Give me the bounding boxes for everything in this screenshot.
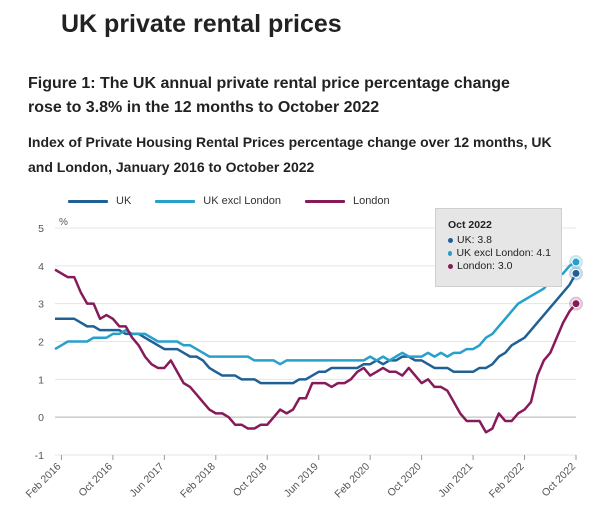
y-tick-label: 0 bbox=[38, 412, 44, 424]
y-tick-label: 2 bbox=[38, 337, 44, 349]
x-tick-label: Feb 2018 bbox=[178, 461, 218, 501]
y-tick-label: -1 bbox=[35, 450, 44, 462]
tooltip-row-uk-excl-london: UK excl London: 4.1 bbox=[448, 247, 551, 260]
chart-tooltip: Oct 2022 UK: 3.8 UK excl London: 4.1 Lon… bbox=[435, 208, 562, 287]
series-line-uk[interactable] bbox=[55, 272, 578, 385]
x-tick-label: Feb 2020 bbox=[332, 461, 372, 501]
y-tick-label: 3 bbox=[38, 299, 44, 311]
x-tick-label: Oct 2016 bbox=[76, 461, 115, 500]
legend-swatch-london bbox=[304, 199, 345, 203]
page-title: UK private rental prices bbox=[61, 10, 342, 38]
tooltip-dot-uk bbox=[448, 238, 453, 243]
legend-item-uk-excl-london[interactable]: UK excl London bbox=[155, 195, 281, 207]
legend-item-uk[interactable]: UK bbox=[68, 195, 131, 207]
legend-label-uk-excl-london: UK excl London bbox=[203, 195, 281, 207]
chart-legend: UK UK excl London London bbox=[68, 193, 414, 209]
hover-point-uk[interactable] bbox=[571, 268, 581, 278]
legend-swatch-uk-excl-london bbox=[155, 199, 196, 203]
chart-subtitle: Index of Private Housing Rental Prices p… bbox=[28, 134, 552, 175]
figure-title: Figure 1: The UK annual private rental p… bbox=[28, 75, 510, 116]
x-tick-label: Feb 2022 bbox=[487, 461, 527, 501]
x-tick-label: Jun 2019 bbox=[282, 461, 321, 500]
tooltip-row-uk: UK: 3.8 bbox=[448, 234, 551, 247]
tooltip-value-uk-excl-london: UK excl London: 4.1 bbox=[456, 247, 551, 259]
y-tick-label: 5 bbox=[38, 223, 44, 235]
tooltip-value-london: London: 3.0 bbox=[457, 260, 513, 272]
tooltip-title: Oct 2022 bbox=[448, 219, 492, 231]
y-tick-label: 4 bbox=[38, 261, 44, 273]
hover-point-london[interactable] bbox=[571, 299, 581, 309]
x-tick-label: Oct 2018 bbox=[231, 461, 270, 500]
series-line-uk-excl-london[interactable] bbox=[54, 260, 577, 366]
x-tick-label: Oct 2020 bbox=[385, 461, 424, 500]
y-axis-unit-label: % bbox=[59, 217, 68, 228]
tooltip-dot-uk-excl-london bbox=[448, 251, 453, 256]
x-tick-label: Jun 2017 bbox=[127, 461, 166, 500]
x-tick-label: Jun 2021 bbox=[436, 461, 475, 500]
tooltip-row-london: London: 3.0 bbox=[448, 260, 551, 273]
legend-swatch-uk bbox=[68, 199, 108, 203]
tooltip-value-uk: UK: 3.8 bbox=[457, 234, 493, 246]
series-line-london[interactable] bbox=[54, 268, 577, 434]
tooltip-dot-london bbox=[448, 264, 453, 269]
legend-label-uk: UK bbox=[116, 195, 132, 207]
y-tick-label: 1 bbox=[38, 374, 44, 386]
hover-point-uk-excl-london[interactable] bbox=[571, 257, 581, 267]
legend-item-london[interactable]: London bbox=[304, 195, 390, 207]
x-tick-label: Oct 2022 bbox=[539, 461, 578, 500]
legend-label-london: London bbox=[352, 195, 390, 207]
x-tick-label: Feb 2016 bbox=[24, 461, 64, 501]
